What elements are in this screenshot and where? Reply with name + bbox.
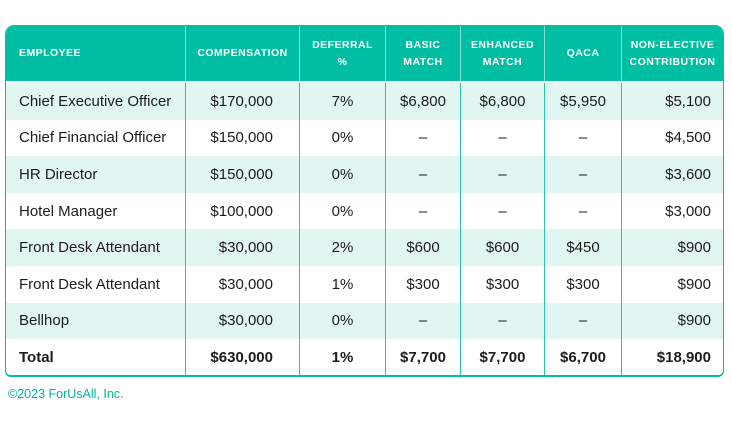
cell-deferral_pct: 1% — [300, 265, 386, 303]
cell-employee: HR Director — [6, 156, 186, 193]
column-header-deferral_pct: DEFERRAL % — [300, 26, 386, 81]
cell-deferral_pct: 0% — [300, 119, 386, 157]
cell-employee: Bellhop — [6, 302, 186, 340]
cell-employee: Chief Financial Officer — [6, 119, 186, 157]
column-header-enhanced_match: ENHANCED MATCH — [461, 26, 545, 81]
table-row: Front Desk Attendant $30,000 1% $300 $300 $30… — [6, 265, 723, 303]
cell-compensation: $170,000 — [186, 83, 300, 120]
cell-qaca: – — [545, 192, 622, 230]
cell-enhanced_match: $600 — [461, 229, 545, 266]
table-row-total: Total $630,000 1% $7,700 $7,700 $6,700 $18,900 — [6, 339, 723, 375]
cell-non_elective: $5,100 — [665, 92, 711, 110]
table-header-row: EMPLOYEE COMPENSATION DEFERRAL % BASIC MATC… — [6, 26, 723, 83]
column-header-basic_match: BASIC MATCH — [386, 26, 461, 81]
table-row: Hotel Manager $100,000 0% – – – $3,000 — [6, 192, 723, 230]
cell-qaca: $6,700 — [545, 339, 622, 375]
contribution-table: EMPLOYEE COMPENSATION DEFERRAL % BASIC MATC… — [5, 25, 724, 377]
column-header-qaca: QACA — [545, 26, 622, 81]
cell-deferral_pct: 2% — [300, 229, 386, 266]
cell-basic_match: – — [386, 119, 461, 157]
cell-qaca: – — [545, 119, 622, 157]
cell-deferral_pct: 0% — [300, 192, 386, 230]
table-row: Chief Executive Officer $170,000 7% $6,800 $… — [6, 83, 723, 120]
cell-qaca: $450 — [545, 229, 622, 266]
cell-enhanced_match: – — [461, 119, 545, 157]
cell-qaca: $300 — [545, 265, 622, 303]
cell-qaca: – — [545, 302, 622, 340]
table-row: Bellhop $30,000 0% – – – $900 — [6, 302, 723, 340]
cell-compensation: $150,000 — [186, 156, 300, 193]
cell-enhanced_match: $300 — [461, 265, 545, 303]
cell-basic_match: $6,800 — [386, 83, 461, 120]
copyright-text: ©2023 ForUsAll, Inc. — [8, 387, 124, 401]
cell-non_elective: $18,900 — [656, 348, 711, 366]
cell-compensation: $30,000 — [186, 229, 300, 266]
cell-deferral_pct: 0% — [300, 156, 386, 193]
cell-enhanced_match: – — [461, 156, 545, 193]
cell-basic_match: $300 — [386, 265, 461, 303]
cell-compensation: $100,000 — [186, 192, 300, 230]
cell-basic_match: – — [386, 192, 461, 230]
cell-non_elective: $4,500 — [665, 129, 711, 147]
cell-non_elective: $3,000 — [665, 202, 711, 220]
cell-enhanced_match: – — [461, 302, 545, 340]
column-header-employee: EMPLOYEE — [6, 26, 186, 81]
cell-basic_match: $600 — [386, 229, 461, 266]
cell-non_elective: $900 — [677, 312, 711, 330]
cell-non_elective: $900 — [677, 275, 711, 293]
cell-compensation: $150,000 — [186, 119, 300, 157]
cell-employee: Front Desk Attendant — [6, 229, 186, 266]
cell-enhanced_match: $7,700 — [461, 339, 545, 375]
cell-non_elective: $900 — [677, 239, 711, 257]
cell-employee: Chief Executive Officer — [6, 83, 186, 120]
cell-compensation: $30,000 — [186, 265, 300, 303]
cell-basic_match: – — [386, 156, 461, 193]
cell-qaca: $5,950 — [545, 83, 622, 120]
cell-non_elective: $3,600 — [665, 165, 711, 183]
cell-compensation: $630,000 — [186, 339, 300, 375]
table-row: Front Desk Attendant $30,000 2% $600 $600 $45… — [6, 229, 723, 266]
cell-employee: Hotel Manager — [6, 192, 186, 230]
column-header-compensation: COMPENSATION — [186, 26, 300, 81]
cell-employee: Total — [6, 339, 186, 375]
cell-enhanced_match: $6,800 — [461, 83, 545, 120]
cell-qaca: – — [545, 156, 622, 193]
cell-basic_match: $7,700 — [386, 339, 461, 375]
column-header-non_elective: NON-ELECTIVE CONTRIBUTION — [629, 39, 716, 68]
table-row: Chief Financial Officer $150,000 0% – – – $4,5… — [6, 119, 723, 157]
cell-employee: Front Desk Attendant — [6, 265, 186, 303]
cell-basic_match: – — [386, 302, 461, 340]
cell-compensation: $30,000 — [186, 302, 300, 340]
cell-deferral_pct: 7% — [300, 83, 386, 120]
table-row: HR Director $150,000 0% – – – $3,600 — [6, 156, 723, 193]
cell-deferral_pct: 1% — [300, 339, 386, 375]
cell-enhanced_match: – — [461, 192, 545, 230]
cell-deferral_pct: 0% — [300, 302, 386, 340]
table-body: Chief Executive Officer $170,000 7% $6,800 $… — [6, 83, 723, 375]
